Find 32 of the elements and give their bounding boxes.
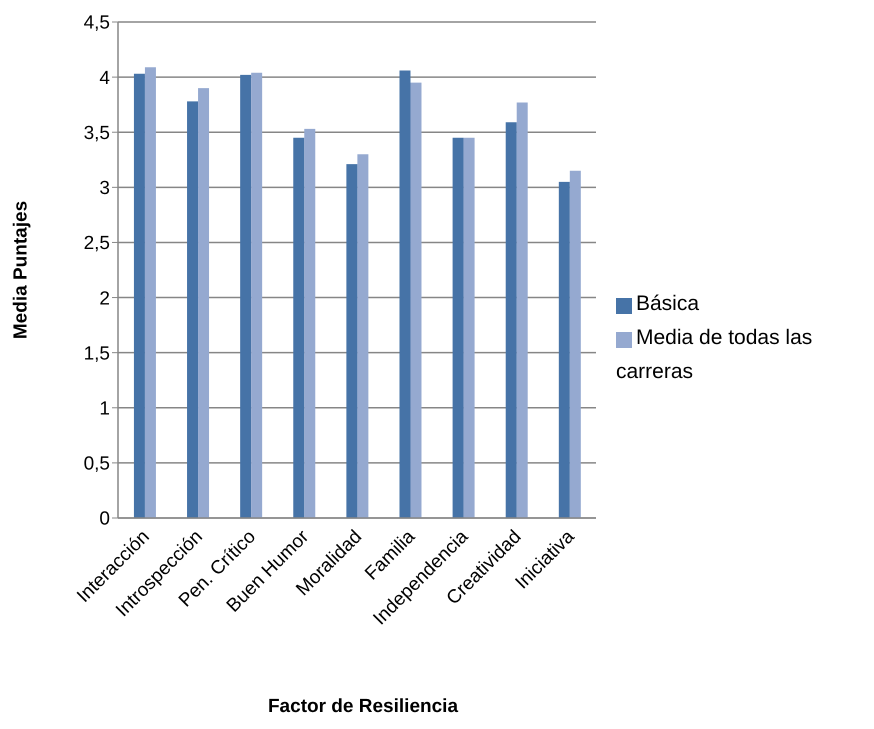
y-tick-label: 2,5 xyxy=(84,233,110,254)
y-tick-label: 3 xyxy=(99,178,110,200)
y-axis-title: Media Puntajes xyxy=(10,200,32,340)
bar xyxy=(144,67,156,518)
legend-label: Media de todas las carreras xyxy=(616,326,812,383)
bar xyxy=(506,122,517,518)
y-tick-label: 4,5 xyxy=(84,12,110,34)
legend-label: Básica xyxy=(636,292,700,315)
x-axis-title: Factor de Resiliencia xyxy=(266,696,460,718)
bar xyxy=(399,70,410,518)
bar xyxy=(293,138,304,518)
bar xyxy=(570,170,581,518)
bar xyxy=(187,101,198,518)
bar xyxy=(357,154,368,518)
y-tick-label: 1 xyxy=(99,398,110,420)
y-tick-label: 2 xyxy=(99,288,110,310)
y-tick-label: 0 xyxy=(99,508,110,530)
bar xyxy=(558,182,570,518)
bar xyxy=(464,138,475,518)
y-tick-label: 4 xyxy=(99,68,110,89)
y-tick-label: 3,5 xyxy=(84,122,110,144)
bar xyxy=(452,138,464,518)
bar xyxy=(198,88,210,518)
bar xyxy=(516,102,528,518)
bar xyxy=(251,72,262,518)
bar xyxy=(346,164,358,518)
bar xyxy=(134,74,145,518)
y-tick-label: 1,5 xyxy=(84,343,110,364)
y-tick-label: 0,5 xyxy=(84,454,110,475)
bar xyxy=(410,82,422,518)
bar xyxy=(240,74,252,518)
bar xyxy=(304,128,316,518)
